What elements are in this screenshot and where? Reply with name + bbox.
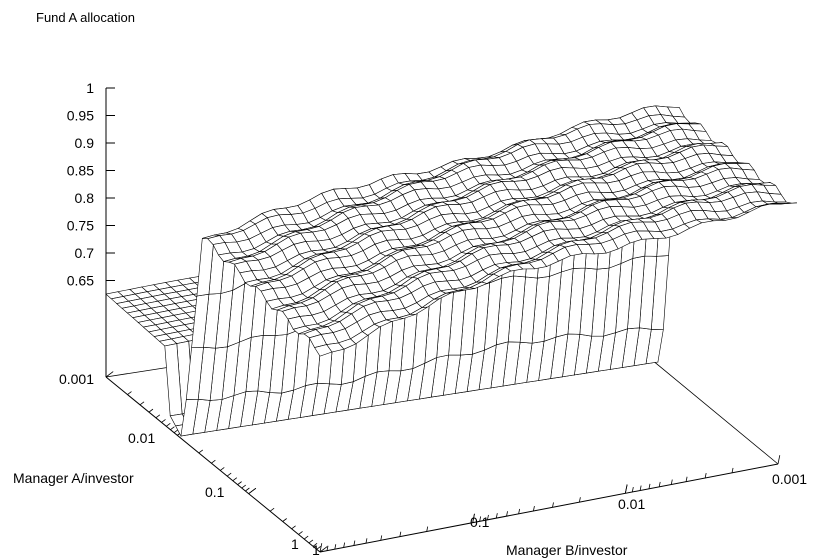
x-axis-minor-tick xyxy=(166,422,171,427)
x-axis-minor-tick xyxy=(316,546,321,550)
x-axis-line xyxy=(105,376,321,553)
y-axis-minor-tick xyxy=(648,483,651,489)
surface-mesh xyxy=(105,105,798,437)
y-axis-minor-tick xyxy=(399,531,402,537)
y-axis-minor-tick xyxy=(334,544,337,550)
x-axis-minor-tick xyxy=(139,401,145,406)
x-axis-minor-tick xyxy=(303,535,309,540)
x-axis-minor-tick xyxy=(105,371,114,378)
x-axis-minor-tick xyxy=(308,539,314,544)
y-axis-minor-tick xyxy=(426,526,429,532)
x-axis-minor-tick xyxy=(226,472,232,477)
y-tick-1: 1 xyxy=(312,542,320,558)
y-axis-minor-tick xyxy=(472,513,475,523)
x-axis-minor-tick xyxy=(282,518,287,522)
x-tick-0.01: 0.01 xyxy=(128,430,155,446)
z-tick-0.85: 0.85 xyxy=(67,163,94,179)
z-tick-0.65: 0.65 xyxy=(67,273,94,289)
x-axis-minor-tick xyxy=(319,546,328,553)
x-axis-minor-tick xyxy=(148,408,154,413)
y-axis-minor-tick xyxy=(479,516,482,522)
y-axis-line xyxy=(319,463,779,553)
y-tick-0.01: 0.01 xyxy=(618,496,645,512)
y-axis-minor-tick xyxy=(658,481,661,487)
y-axis-minor-tick xyxy=(365,538,368,544)
y-axis-minor-tick xyxy=(624,484,628,494)
x-axis-minor-tick xyxy=(161,419,166,423)
z-axis-ticks: 1 0.95 0.9 0.85 0.8 0.75 0.7 0.65 xyxy=(67,80,115,289)
y-axis-minor-tick xyxy=(506,511,508,517)
y-axis-minor-tick xyxy=(777,455,781,465)
z-tick-0.75: 0.75 xyxy=(67,218,94,234)
x-axis-minor-tick xyxy=(312,543,318,547)
y-axis-minor-tick xyxy=(670,479,673,485)
y-tick-0.1: 0.1 xyxy=(470,514,490,530)
z-tick-1: 1 xyxy=(86,80,94,96)
x-axis-minor-tick xyxy=(198,449,204,454)
x-axis-label: Manager A/investor xyxy=(13,470,134,486)
z-tick-0.8: 0.8 xyxy=(75,190,95,206)
x-axis-minor-tick xyxy=(220,467,225,471)
x-axis-minor-tick xyxy=(170,426,175,431)
y-axis-minor-tick xyxy=(380,535,383,541)
surface-cell xyxy=(314,344,333,357)
z-tick-0.95: 0.95 xyxy=(67,108,94,124)
y-axis-minor-tick xyxy=(731,467,734,473)
y-axis-minor-tick xyxy=(704,473,707,479)
x-axis-minor-tick xyxy=(291,525,296,530)
chart-title: Fund A allocation xyxy=(36,10,135,25)
y-axis-minor-tick xyxy=(487,514,489,520)
y-axis-minor-tick xyxy=(343,542,346,548)
y-axis-label: Manager B/investor xyxy=(506,542,628,558)
x-axis-minor-tick xyxy=(237,481,242,485)
y-axis-minor-tick xyxy=(631,487,634,493)
y-axis-minor-tick xyxy=(319,543,323,553)
y-axis-minor-tick xyxy=(533,506,535,512)
x-axis-minor-tick xyxy=(245,487,250,492)
y-axis-minor-tick xyxy=(552,502,554,508)
x-axis-minor-tick xyxy=(173,429,179,433)
x-axis-minor-tick xyxy=(232,477,238,482)
y-axis-minor-tick xyxy=(353,540,356,546)
x-axis-minor-tick xyxy=(248,487,257,494)
y-axis-minor-tick xyxy=(518,508,521,514)
x-axis-minor-tick xyxy=(127,391,132,395)
z-axis-base-label: 0.001 xyxy=(59,371,94,387)
y-axis-minor-tick xyxy=(578,497,581,503)
y-axis-minor-tick xyxy=(685,476,688,482)
y-tick-0.001: 0.001 xyxy=(772,471,807,487)
y-axis-minor-tick xyxy=(639,485,642,491)
x-axis-minor-tick xyxy=(298,531,303,535)
z-tick-0.7: 0.7 xyxy=(75,245,95,261)
z-tick-0.9: 0.9 xyxy=(75,135,95,151)
x-axis-minor-tick xyxy=(269,507,275,512)
x-axis-minor-tick xyxy=(155,414,161,419)
x-axis-minor-tick xyxy=(211,459,216,464)
y-axis-minor-tick xyxy=(326,545,329,551)
x-tick-0.1: 0.1 xyxy=(205,484,225,500)
y-axis-minor-tick xyxy=(495,513,498,519)
x-tick-1: 1 xyxy=(291,536,299,552)
x-axis-minor-tick xyxy=(241,484,246,489)
